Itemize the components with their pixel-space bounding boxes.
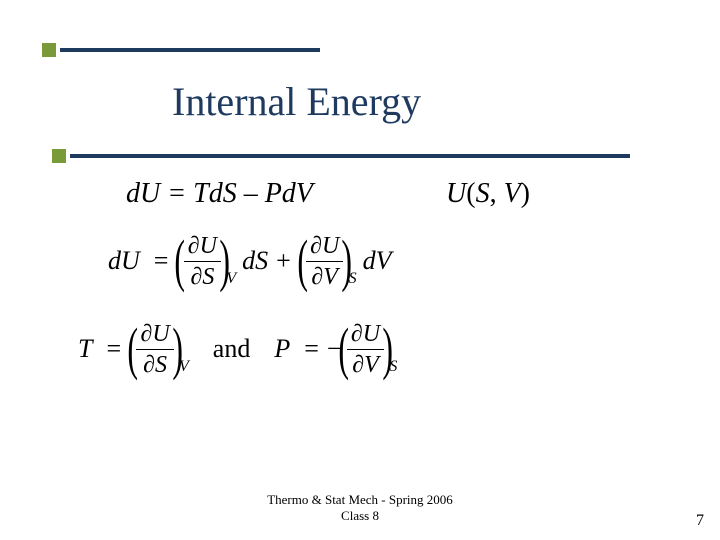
eq1-num2: ∂U [306,234,343,258]
fn-args: ( [466,178,475,209]
eq2-eqR: = [304,334,319,364]
eq2-denL: ∂S [139,353,171,377]
equation-line-1-right: U(S, V) [446,178,530,210]
connector-and: and [213,334,251,364]
equation-2: dU = ( ∂U ∂S ) V dS + ( ∂U ∂V ) S dV [108,232,392,290]
eq1-frac2: ∂U ∂V [306,234,343,289]
title-rule [60,48,320,52]
frac-bar [306,261,343,262]
eq2-numL: ∂U [136,322,173,346]
arg-V: V [504,178,521,209]
slide: Internal Energy dU = TdS – PdV U(S, V) d… [0,0,720,540]
footer-line-1: Thermo & Stat Mech - Spring 2006 [0,492,720,508]
lparen-icon: ( [297,232,308,290]
rparen-icon: ) [172,320,183,378]
arg-S: S [476,178,490,209]
footer-line-2: Class 8 [0,508,720,524]
eq2-fracL: ∂U ∂S [136,322,173,377]
eq2-denR: ∂V [348,353,383,377]
equation-line-1-left: dU = TdS – PdV [126,178,313,210]
slide-footer: Thermo & Stat Mech - Spring 2006 Class 8 [0,492,720,525]
lparen-icon: ( [338,320,349,378]
rparen-icon: ) [382,320,393,378]
eq2-lhs-P: P [274,334,290,364]
page-number: 7 [696,512,704,530]
eq1-lhs: dU [108,246,140,276]
eq2-numR: ∂U [347,322,384,346]
eq1-equals: = [154,246,169,276]
rparen-icon: ) [342,232,353,290]
eq1-den2: ∂V [307,265,342,289]
body-rule-marker [52,149,66,163]
frac-bar [347,349,384,350]
eq2-eqL: = [106,334,121,364]
lparen-icon: ( [175,232,186,290]
title-rule-marker [42,43,56,57]
close-paren: ) [521,178,530,209]
eq2-lhs-T: T [78,334,92,364]
eq1-frac1: ∂U ∂S [184,234,221,289]
eq2-fracR: ∂U ∂V [347,322,384,377]
lparen-icon: ( [127,320,138,378]
body-rule [70,154,630,158]
frac-bar [136,349,173,350]
eq1-post1: dS [242,246,268,276]
equation-3: T = ( ∂U ∂S ) V and P = − ( ∂U ∂V ) S [78,320,397,378]
slide-title: Internal Energy [172,78,421,125]
eq1-den1: ∂S [186,265,218,289]
eq1-num1: ∂U [184,234,221,258]
eq1-post2: dV [363,246,392,276]
fn-U: U [446,178,466,209]
eq1-plus: + [276,246,291,276]
rparen-icon: ) [219,232,230,290]
frac-bar [184,261,221,262]
comma: , [490,178,504,209]
